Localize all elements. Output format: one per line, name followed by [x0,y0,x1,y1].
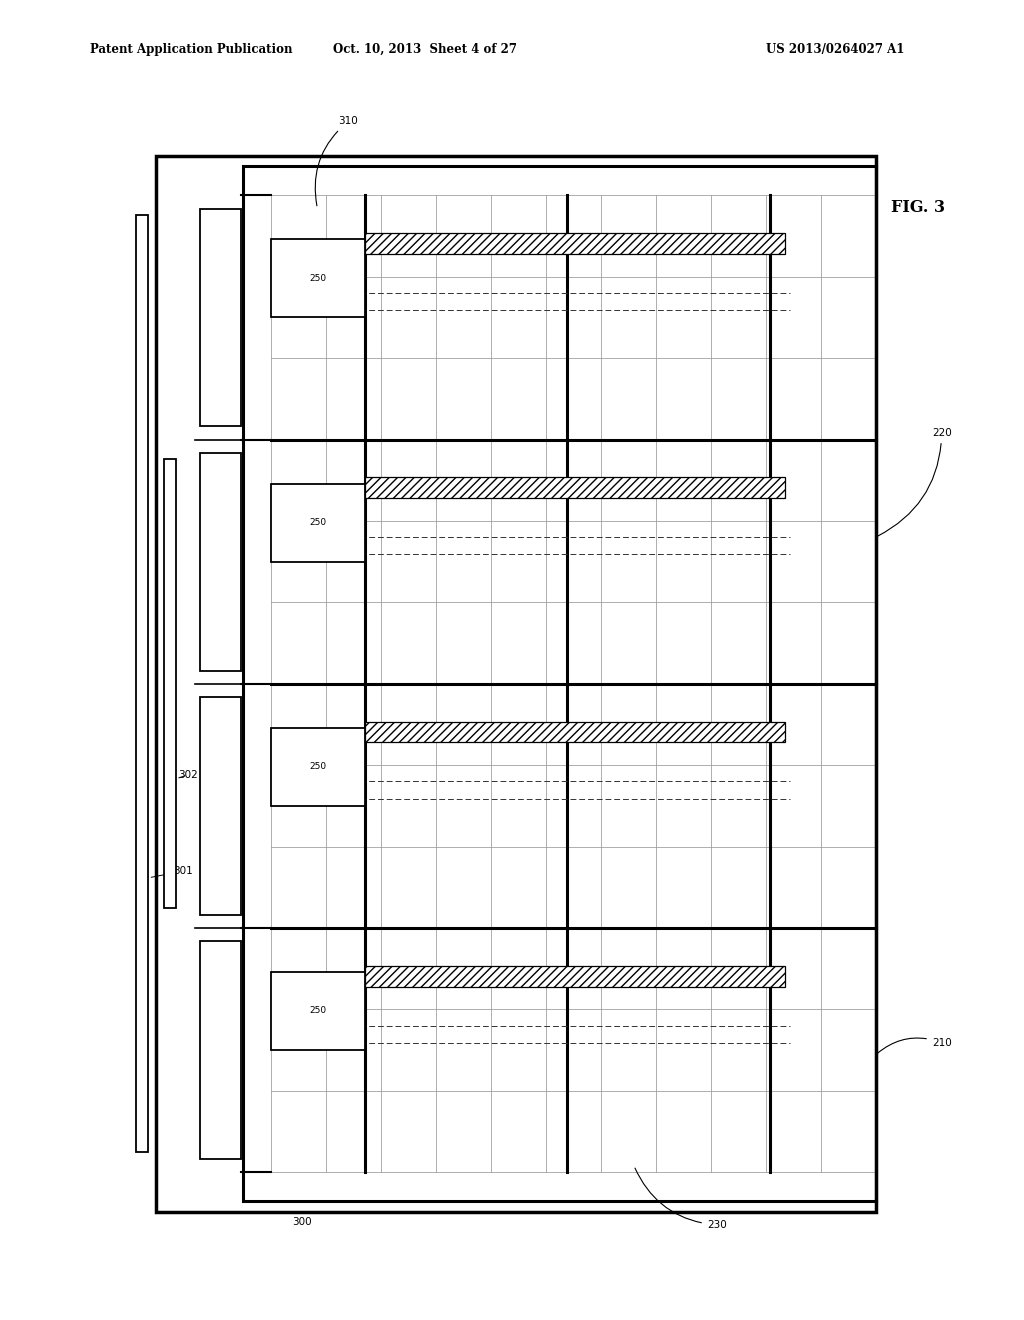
Bar [365,234,784,253]
Text: 310: 310 [315,116,358,206]
Bar [271,727,365,805]
Text: 250: 250 [309,273,327,282]
Bar [156,156,876,1212]
Bar [200,941,241,1159]
Text: 250: 250 [309,762,327,771]
Text: 230: 230 [635,1168,727,1230]
Text: 300: 300 [292,1217,312,1228]
Bar [164,459,176,908]
Text: US 2013/0264027 A1: US 2013/0264027 A1 [766,44,904,55]
Bar [365,966,784,986]
Bar [271,972,365,1051]
Text: 250: 250 [309,1006,327,1015]
Bar [271,239,365,318]
Text: 302: 302 [178,770,198,780]
Bar [200,453,241,671]
Text: 320: 320 [208,552,218,570]
Bar [136,215,148,1152]
Bar [200,209,241,426]
Bar [200,697,241,915]
Text: Patent Application Publication: Patent Application Publication [90,44,293,55]
Text: 301: 301 [152,866,193,878]
Text: 220: 220 [878,428,951,536]
Text: 210: 210 [878,1038,951,1053]
Bar [365,478,784,498]
Text: Oct. 10, 2013  Sheet 4 of 27: Oct. 10, 2013 Sheet 4 of 27 [333,44,517,55]
Text: FIG. 3: FIG. 3 [891,199,945,215]
Bar [243,166,876,1201]
Text: 250: 250 [309,517,327,527]
Bar [365,722,784,742]
Bar [271,483,365,562]
